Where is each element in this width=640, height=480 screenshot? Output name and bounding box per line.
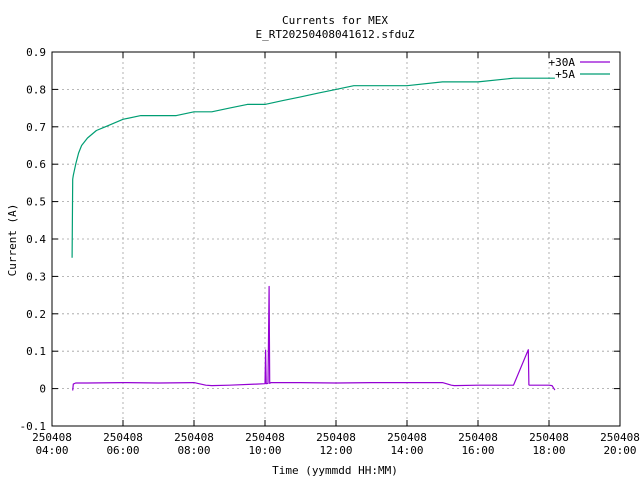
x-tick-label-time: 08:00 <box>177 444 210 457</box>
y-tick-label: 0.3 <box>26 270 46 283</box>
x-tick-label-date: 250408 <box>316 431 356 444</box>
series-layer <box>71 77 556 391</box>
x-tick-label-date: 250408 <box>600 431 640 444</box>
y-tick-label: 0.5 <box>26 196 46 209</box>
x-tick-label-date: 250408 <box>529 431 569 444</box>
x-axis-label: Time (yymmdd HH:MM) <box>272 464 398 477</box>
x-tick-label-time: 12:00 <box>319 444 352 457</box>
x-tick-label-date: 250408 <box>245 431 285 444</box>
y-tick-label: 0.8 <box>26 83 46 96</box>
legend: +30A+5A <box>549 56 610 81</box>
y-axis-label: Current (A) <box>6 204 19 277</box>
y-tick-label: -0.1 <box>20 420 47 433</box>
chart-subtitle: E_RT20250408041612.sfduZ <box>256 28 415 41</box>
x-tick-label-date: 250408 <box>387 431 427 444</box>
tick-layer: -0.100.10.20.30.40.50.60.70.80.925040804… <box>20 46 640 457</box>
y-tick-label: 0.4 <box>26 233 46 246</box>
y-tick-label: 0 <box>39 383 46 396</box>
x-tick-label-time: 04:00 <box>35 444 68 457</box>
y-tick-label: 0.2 <box>26 308 46 321</box>
x-tick-label-date: 250408 <box>103 431 143 444</box>
x-tick-label-time: 16:00 <box>461 444 494 457</box>
x-tick-label-time: 14:00 <box>390 444 423 457</box>
grid-layer <box>52 52 620 426</box>
x-tick-label-date: 250408 <box>32 431 72 444</box>
y-tick-label: 0.7 <box>26 121 46 134</box>
y-tick-label: 0.6 <box>26 158 46 171</box>
x-tick-label-date: 250408 <box>458 431 498 444</box>
x-tick-label-time: 10:00 <box>248 444 281 457</box>
x-tick-label-time: 20:00 <box>603 444 636 457</box>
x-tick-label-time: 18:00 <box>532 444 565 457</box>
y-tick-label: 0.1 <box>26 345 46 358</box>
x-tick-label-date: 250408 <box>174 431 214 444</box>
y-tick-label: 0.9 <box>26 46 46 59</box>
series-line-30a <box>72 285 556 391</box>
chart-title: Currents for MEX <box>282 14 388 27</box>
legend-label: +30A <box>549 56 576 69</box>
x-tick-label-time: 06:00 <box>106 444 139 457</box>
series-line-5a <box>71 77 555 258</box>
legend-label: +5A <box>555 68 575 81</box>
